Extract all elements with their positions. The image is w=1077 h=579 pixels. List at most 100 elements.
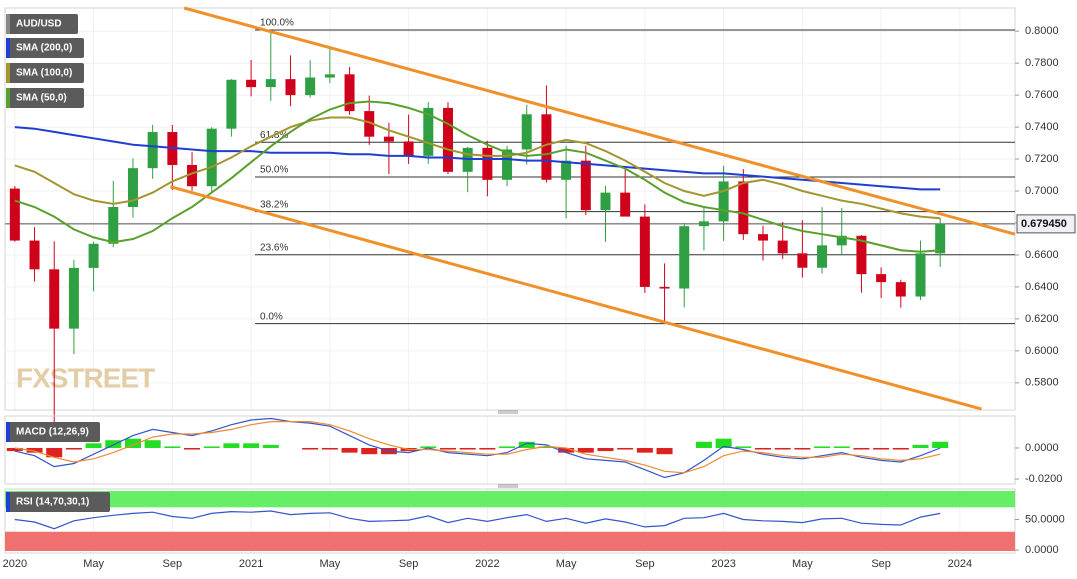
macd-histogram-bar [794, 447, 811, 450]
candle-body [836, 235, 847, 246]
legend-swatch [6, 422, 10, 442]
candle-body [521, 114, 532, 150]
sma-line [14, 116, 941, 220]
macd-histogram-bar [184, 447, 201, 450]
candle-body [324, 74, 335, 78]
last-price-label: 0.679450 [1021, 218, 1067, 230]
macd-histogram-bar [932, 441, 949, 448]
macd-histogram-bar [577, 447, 594, 453]
candle-body [757, 234, 768, 241]
macd-histogram-bar [715, 438, 732, 448]
trendline [169, 185, 982, 411]
macd-histogram-bar [656, 447, 673, 455]
y-tick-label: 0.6200 [1025, 313, 1059, 325]
legend-box [6, 492, 110, 512]
sma-line [14, 126, 941, 191]
legend-label: MACD (12,26,9) [16, 427, 89, 438]
candle-body [679, 226, 690, 289]
macd-histogram-bar [262, 444, 279, 448]
macd-histogram-bar [499, 446, 516, 448]
macd-line [14, 421, 941, 474]
macd-histogram-bar [597, 447, 614, 452]
macd-histogram-bar [302, 447, 319, 450]
y-tick-label: 0.5800 [1025, 377, 1059, 389]
legend-label: AUD/USD [16, 19, 62, 30]
macd-histogram-bar [65, 447, 82, 450]
x-tick-label: 2024 [948, 558, 972, 570]
legend-item: SMA (100,0) [6, 63, 84, 83]
y-tick-label: 0.6000 [1025, 345, 1059, 357]
panel-frame [4, 415, 1016, 485]
candle-body [620, 192, 631, 217]
macd-line [14, 417, 941, 479]
legend-item: SMA (50,0) [6, 88, 84, 108]
macd-histogram-bar [243, 443, 260, 448]
macd-histogram-bar [26, 447, 43, 453]
legend-label: RSI (14,70,30,1) [16, 497, 89, 508]
x-tick-label: May [792, 558, 813, 570]
legend-box [6, 38, 84, 58]
candle-body [895, 282, 906, 297]
macd-histogram-bar [203, 446, 220, 448]
y-tick-label: 0.8000 [1025, 25, 1059, 37]
legend-item: RSI (14,70,30,1) [6, 492, 110, 512]
macd-histogram-bar [223, 443, 240, 448]
legend-item: MACD (12,26,9) [6, 422, 100, 442]
candle-body [127, 168, 138, 208]
macd-histogram-bar [46, 447, 63, 458]
candle-body [876, 274, 887, 283]
macd-histogram-bar [6, 447, 23, 452]
y-tick-label: 0.0000 [1025, 544, 1059, 556]
sma-line [14, 100, 941, 253]
x-tick-label: May [319, 558, 340, 570]
legend-swatch [6, 63, 10, 83]
candle-body [423, 107, 434, 156]
macd-histogram-bar [341, 447, 358, 453]
candle-body [246, 79, 257, 88]
legend-label: SMA (50,0) [16, 93, 67, 104]
legend-swatch [6, 492, 10, 512]
x-tick-label: 2023 [711, 558, 735, 570]
candle-body [206, 128, 217, 187]
macd-histogram-bar [735, 446, 752, 448]
macd-histogram-bar [420, 446, 437, 448]
candle-body [9, 188, 20, 241]
macd-histogram-bar [873, 447, 890, 450]
y-tick-label: -0.0200 [1025, 473, 1062, 485]
candle-body [147, 132, 158, 169]
macd-histogram-bar [164, 446, 181, 448]
overbought-zone [5, 491, 1015, 508]
x-tick-label: Sep [163, 558, 183, 570]
candle-body [797, 253, 808, 268]
macd-histogram-bar [814, 446, 831, 448]
candle-body [502, 149, 513, 180]
macd-histogram-bar [833, 446, 850, 448]
candle-body [49, 269, 60, 329]
legend-box [6, 422, 100, 442]
macd-histogram-bar [439, 447, 456, 450]
x-tick-label: Sep [635, 558, 655, 570]
candle-body [68, 267, 79, 329]
candle-body [187, 164, 198, 187]
panel-frame [4, 7, 1016, 411]
y-tick-label: 0.7600 [1025, 89, 1059, 101]
macd-histogram-bar [853, 447, 870, 450]
candle-body [29, 240, 40, 270]
candle-body [482, 147, 493, 180]
macd-histogram-bar [518, 441, 535, 448]
candle-body [935, 223, 946, 254]
candle-body [915, 253, 926, 297]
candle-body [541, 114, 552, 180]
macd-histogram-bar [636, 447, 653, 453]
candle-body [698, 221, 709, 227]
x-tick-label: May [556, 558, 577, 570]
macd-histogram-bar [479, 447, 496, 450]
candle-body [639, 216, 650, 287]
panel-frame [4, 488, 1016, 554]
y-tick-label: 0.7200 [1025, 153, 1059, 165]
rsi-line [14, 510, 941, 530]
candle-body [305, 77, 316, 96]
macd-histogram-bar [144, 440, 161, 448]
y-tick-label: 0.6600 [1025, 249, 1059, 261]
candle-body [600, 192, 611, 211]
